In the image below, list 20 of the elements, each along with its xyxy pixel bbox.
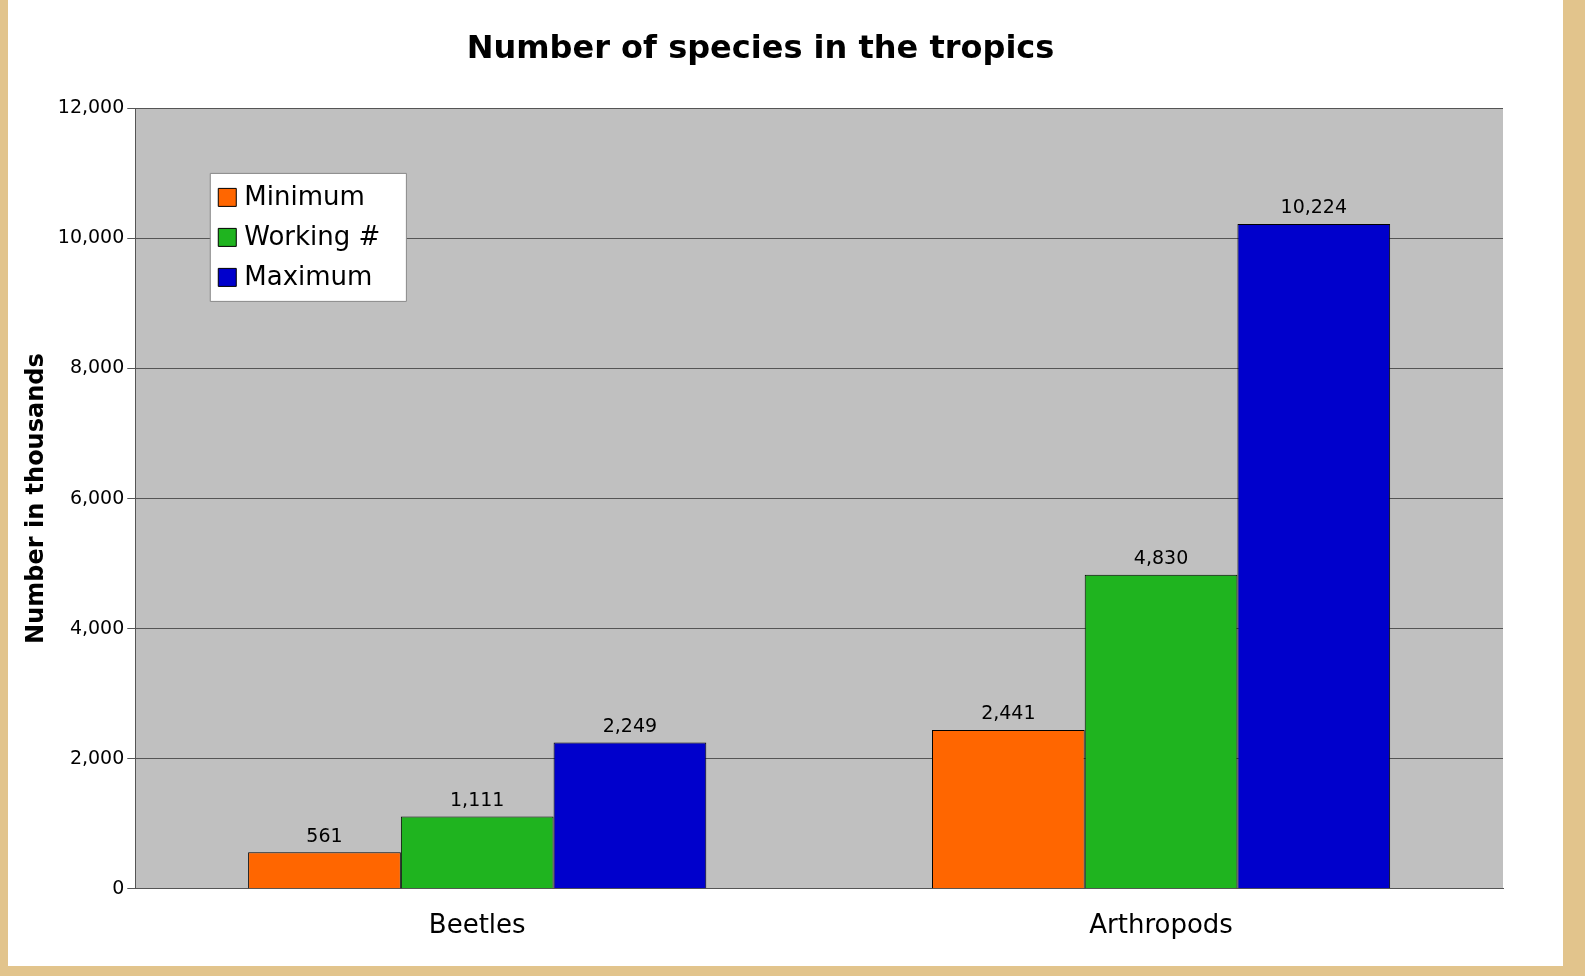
legend-label: Minimum xyxy=(244,181,365,212)
x-tick-label: Beetles xyxy=(428,909,526,940)
y-axis-title: Number in thousands xyxy=(20,353,49,644)
y-tick-label: 10,000 xyxy=(57,225,125,248)
y-tick-label: 0 xyxy=(112,875,125,898)
data-label: 1,111 xyxy=(450,787,505,810)
x-tick-label: Arthropods xyxy=(1089,909,1233,940)
data-label: 561 xyxy=(306,823,343,846)
data-label: 10,224 xyxy=(1280,195,1348,218)
legend-label: Maximum xyxy=(244,261,373,292)
y-tick-label: 12,000 xyxy=(57,95,125,118)
y-tick-label: 2,000 xyxy=(69,745,125,768)
legend-label: Working # xyxy=(244,221,381,252)
y-tick-label: 8,000 xyxy=(69,355,125,378)
y-tick-label: 6,000 xyxy=(69,485,125,508)
data-label: 4,830 xyxy=(1133,546,1189,569)
data-label: 2,441 xyxy=(981,701,1036,724)
y-tick-label: 4,000 xyxy=(69,615,125,638)
chart-title: Number of species in the tropics xyxy=(466,27,1055,66)
data-label: 2,249 xyxy=(602,713,658,736)
